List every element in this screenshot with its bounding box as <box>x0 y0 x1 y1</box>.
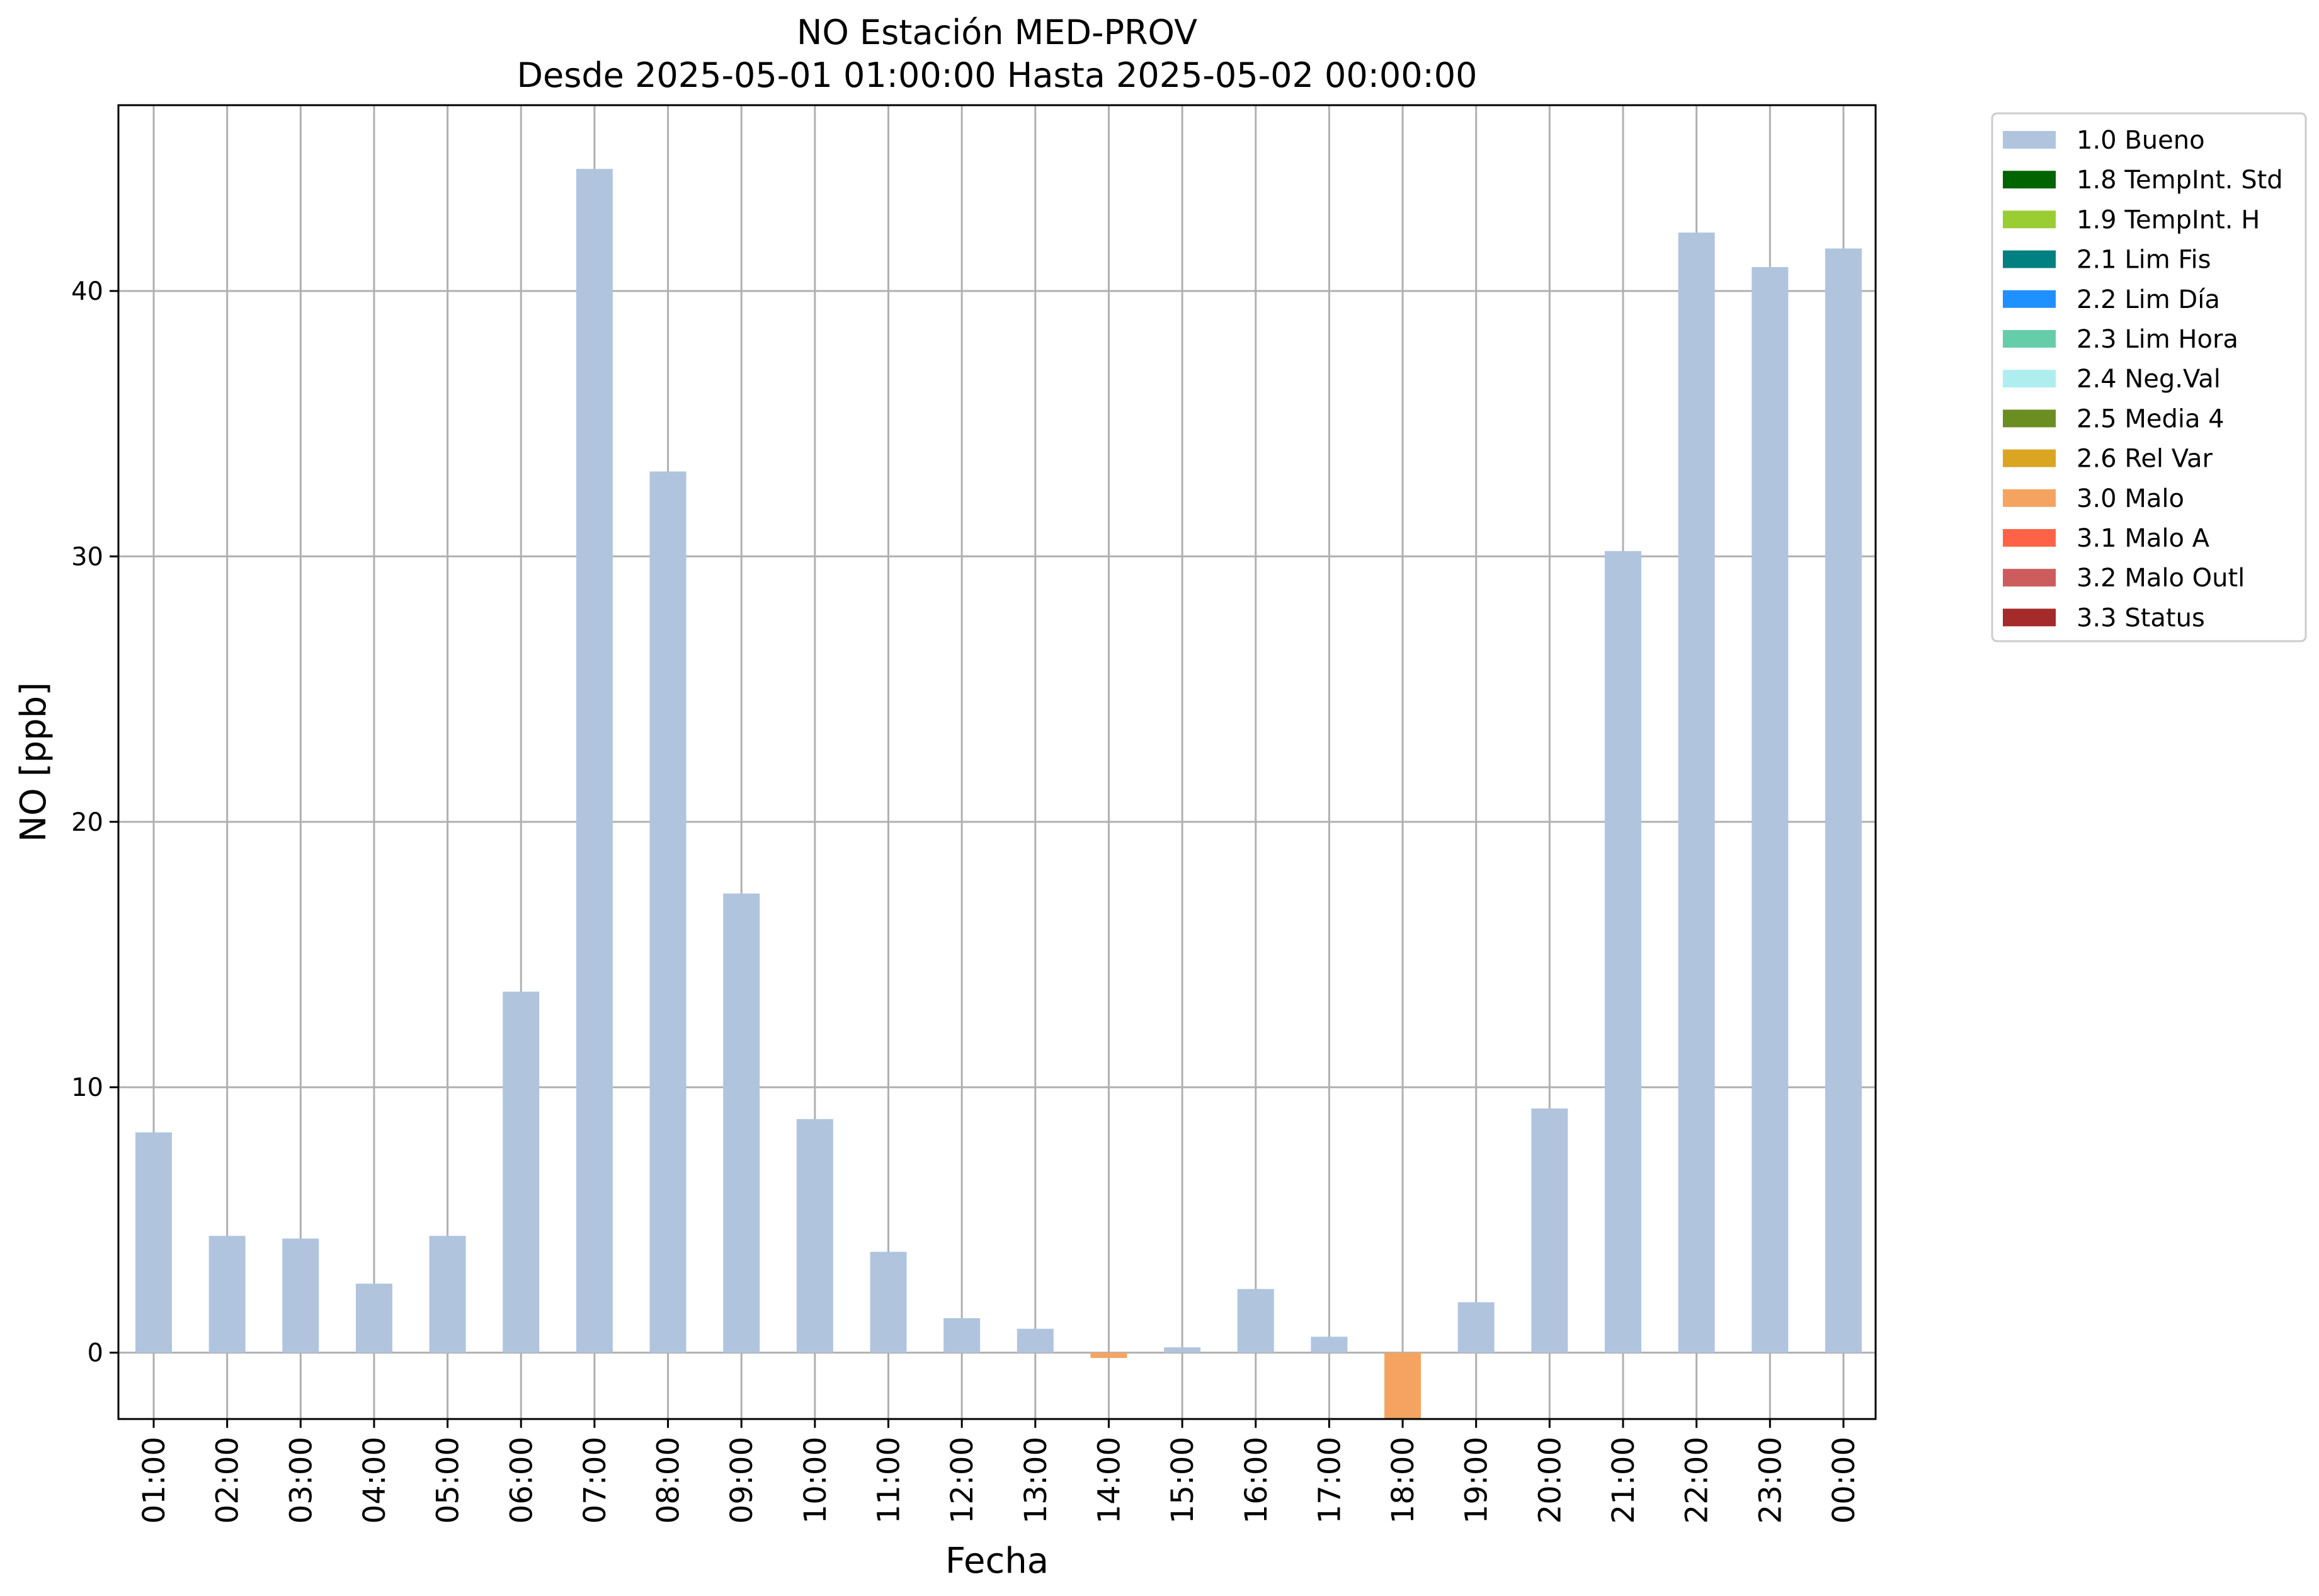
y-tick-label: 30 <box>71 542 103 571</box>
legend-frame <box>1991 112 2307 642</box>
x-tick-label: 18:00 <box>1386 1437 1421 1524</box>
x-tick-label: 02:00 <box>210 1437 246 1524</box>
legend-label: 3.0 Malo <box>2077 484 2184 513</box>
x-tick-label: 10:00 <box>798 1437 833 1524</box>
x-axis: 01:00 02:00 03:00 04:00 05:00 06:00 07:00 08:00… <box>137 1419 1862 1524</box>
legend-swatch <box>2003 370 2056 388</box>
bar <box>429 1236 466 1353</box>
x-tick-label: 21:00 <box>1606 1437 1641 1524</box>
x-tick-label: 00:00 <box>1826 1437 1862 1524</box>
x-tick-label: 17:00 <box>1312 1437 1347 1524</box>
x-tick-label: 19:00 <box>1459 1437 1495 1524</box>
legend-swatch <box>2003 569 2056 587</box>
x-tick-label: 04:00 <box>357 1437 392 1524</box>
legend-label: 1.8 TempInt. Std <box>2077 166 2283 195</box>
bar <box>576 169 613 1353</box>
plot-frame <box>117 104 1877 1420</box>
x-tick-label: 16:00 <box>1239 1437 1274 1524</box>
legend-label: 2.2 Lim Día <box>2077 285 2220 314</box>
chart-subtitle: Desde 2025-05-01 01:00:00 Hasta 2025-05-… <box>516 55 1477 95</box>
legend-swatch <box>2003 290 2056 308</box>
legend-swatch <box>2003 250 2056 268</box>
bar <box>1164 1347 1201 1353</box>
bar <box>1825 248 1862 1353</box>
bar <box>503 991 540 1353</box>
legend-label: 3.3 Status <box>2077 603 2205 632</box>
bar <box>1311 1337 1348 1353</box>
y-tick-label: 40 <box>71 277 103 306</box>
x-tick-label: 13:00 <box>1018 1437 1054 1524</box>
legend-swatch <box>2003 131 2056 149</box>
x-tick-label: 05:00 <box>431 1437 466 1524</box>
bar <box>1678 232 1715 1353</box>
x-tick-label: 08:00 <box>651 1437 687 1524</box>
legend-label: 2.5 Media 4 <box>2077 404 2225 433</box>
x-tick-label: 03:00 <box>283 1437 319 1524</box>
bar <box>282 1238 319 1353</box>
y-tick-label: 0 <box>88 1339 103 1368</box>
legend-label: 1.9 TempInt. H <box>2077 205 2260 234</box>
bar <box>1237 1289 1274 1353</box>
bar <box>1531 1108 1568 1353</box>
y-tick-label: 20 <box>71 808 103 837</box>
x-tick-label: 22:00 <box>1680 1437 1715 1524</box>
legend-label: 2.4 Neg.Val <box>2077 365 2221 394</box>
x-tick-label: 06:00 <box>504 1437 539 1524</box>
legend-label: 3.1 Malo A <box>2077 524 2210 553</box>
bar <box>1090 1352 1127 1359</box>
y-tick-label: 10 <box>71 1073 103 1102</box>
bar <box>649 471 687 1353</box>
y-axis-label: NO [ppb] <box>13 682 54 842</box>
x-tick-label: 11:00 <box>872 1437 907 1524</box>
legend-label: 3.2 Malo Outl <box>2077 564 2245 593</box>
x-tick-label: 15:00 <box>1165 1437 1200 1524</box>
legend-swatch <box>2003 529 2056 547</box>
x-tick-label: 23:00 <box>1753 1437 1788 1524</box>
bar <box>208 1236 246 1353</box>
legend-swatch <box>2003 171 2056 189</box>
bar <box>1605 550 1641 1353</box>
legend-label: 2.1 Lim Fis <box>2077 246 2211 275</box>
legend-swatch <box>2003 449 2056 467</box>
x-tick-label: 01:00 <box>137 1437 172 1524</box>
bar <box>355 1284 392 1353</box>
x-tick-label: 12:00 <box>945 1437 980 1524</box>
bars <box>135 169 1862 1419</box>
bar <box>943 1318 981 1353</box>
chart-title: NO Estación MED-PROV <box>797 13 1197 52</box>
x-tick-label: 09:00 <box>724 1437 760 1524</box>
bar <box>1017 1328 1054 1353</box>
bar <box>796 1119 833 1353</box>
legend-swatch <box>2003 330 2056 348</box>
legend-swatch <box>2003 608 2056 627</box>
x-tick-label: 20:00 <box>1532 1437 1568 1524</box>
legend-label: 2.6 Rel Var <box>2077 445 2213 474</box>
bar <box>723 893 760 1353</box>
legend-label: 2.3 Lim Hora <box>2077 325 2238 354</box>
bar <box>1752 267 1789 1353</box>
bar <box>135 1132 172 1353</box>
x-tick-label: 14:00 <box>1091 1437 1127 1524</box>
legend-swatch <box>2003 489 2056 507</box>
legend-swatch <box>2003 210 2056 229</box>
x-tick-label: 07:00 <box>578 1437 613 1524</box>
bar <box>870 1251 907 1353</box>
x-axis-label: Fecha <box>945 1541 1049 1582</box>
bar <box>1384 1352 1422 1419</box>
legend: 1.0 Bueno 1.8 TempInt. Std 1.9 TempInt. H 2… <box>1991 112 2307 642</box>
legend-label: 1.0 Bueno <box>2077 126 2205 155</box>
legend-swatch <box>2003 409 2056 428</box>
y-axis: 0 10 20 30 40 <box>71 277 118 1368</box>
bar <box>1457 1302 1495 1353</box>
